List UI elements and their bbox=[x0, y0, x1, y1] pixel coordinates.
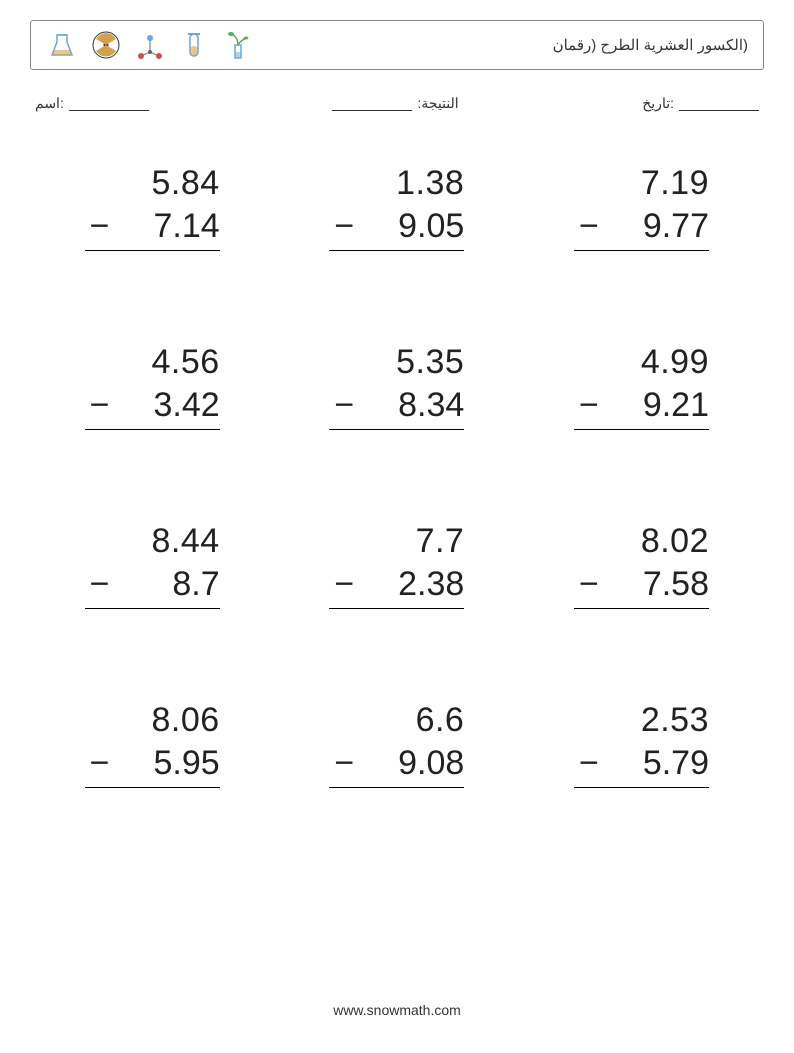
problem-top: 8.02 bbox=[579, 520, 709, 563]
problem-bottom: 9.21 bbox=[643, 384, 709, 427]
minus-operator: − bbox=[579, 742, 599, 785]
test-tube-icon bbox=[178, 29, 210, 61]
problem-divider bbox=[574, 429, 709, 430]
problem-item: 8.06 − 5.95 bbox=[60, 699, 245, 788]
name-label: :اسم bbox=[35, 95, 64, 112]
problem-top: 4.56 bbox=[90, 341, 220, 384]
radiation-icon bbox=[90, 29, 122, 61]
problem-item: 1.38 − 9.05 bbox=[305, 162, 490, 251]
problem-bottom-row: − 7.14 bbox=[90, 205, 220, 248]
problem-top: 6.6 bbox=[334, 699, 464, 742]
info-row: :تاريخ النتيجة: :اسم bbox=[30, 95, 764, 112]
problem-top: 7.19 bbox=[579, 162, 709, 205]
minus-operator: − bbox=[90, 742, 110, 785]
problem-bottom: 5.79 bbox=[643, 742, 709, 785]
problem-item: 5.35 − 8.34 bbox=[305, 341, 490, 430]
footer: www.snowmath.com bbox=[0, 1002, 794, 1018]
problem-bottom-row: − 2.38 bbox=[334, 563, 464, 606]
problem-bottom: 2.38 bbox=[398, 563, 464, 606]
problem-divider bbox=[85, 250, 220, 251]
problem-top: 5.35 bbox=[334, 341, 464, 384]
worksheet-title: (الكسور العشرية الطرح (رقمان bbox=[553, 36, 748, 54]
problem-item: 7.7 − 2.38 bbox=[305, 520, 490, 609]
minus-operator: − bbox=[334, 205, 354, 248]
date-blank-line bbox=[679, 97, 759, 111]
problem-bottom: 7.14 bbox=[153, 205, 219, 248]
problem-top: 8.06 bbox=[90, 699, 220, 742]
problem-divider bbox=[329, 787, 464, 788]
minus-operator: − bbox=[579, 384, 599, 427]
minus-operator: − bbox=[334, 384, 354, 427]
problem-bottom: 8.34 bbox=[398, 384, 464, 427]
problem-divider bbox=[85, 787, 220, 788]
molecule-icon bbox=[134, 29, 166, 61]
minus-operator: − bbox=[579, 563, 599, 606]
problem-divider bbox=[329, 250, 464, 251]
problem-bottom: 9.08 bbox=[398, 742, 464, 785]
problem-divider bbox=[574, 787, 709, 788]
score-field: النتيجة: bbox=[332, 95, 458, 112]
problem-divider bbox=[85, 429, 220, 430]
name-field: :اسم bbox=[35, 95, 149, 112]
name-blank-line bbox=[69, 97, 149, 111]
minus-operator: − bbox=[579, 205, 599, 248]
problem-top: 2.53 bbox=[579, 699, 709, 742]
problem-item: 8.02 − 7.58 bbox=[549, 520, 734, 609]
minus-operator: − bbox=[90, 384, 110, 427]
date-field: :تاريخ bbox=[642, 95, 759, 112]
footer-url: www.snowmath.com bbox=[333, 1002, 461, 1018]
minus-operator: − bbox=[90, 205, 110, 248]
minus-operator: − bbox=[334, 563, 354, 606]
problem-bottom-row: − 8.34 bbox=[334, 384, 464, 427]
problem-bottom-row: − 9.21 bbox=[579, 384, 709, 427]
score-blank-line bbox=[332, 97, 412, 111]
plant-tube-icon bbox=[222, 29, 254, 61]
problem-top: 8.44 bbox=[90, 520, 220, 563]
problem-bottom: 7.58 bbox=[643, 563, 709, 606]
score-label: النتيجة: bbox=[417, 95, 458, 112]
beaker-icon bbox=[46, 29, 78, 61]
problem-item: 4.99 − 9.21 bbox=[549, 341, 734, 430]
problems-grid: 5.84 − 7.14 1.38 − 9.05 7.19 − 9.77 4.56… bbox=[30, 152, 764, 818]
problem-bottom-row: − 5.79 bbox=[579, 742, 709, 785]
problem-top: 1.38 bbox=[334, 162, 464, 205]
problem-bottom-row: − 8.7 bbox=[90, 563, 220, 606]
header-box: (الكسور العشرية الطرح (رقمان bbox=[30, 20, 764, 70]
problem-bottom: 3.42 bbox=[153, 384, 219, 427]
problem-divider bbox=[329, 429, 464, 430]
problem-item: 4.56 − 3.42 bbox=[60, 341, 245, 430]
problem-bottom: 9.77 bbox=[643, 205, 709, 248]
date-label: :تاريخ bbox=[642, 95, 674, 112]
problem-bottom-row: − 5.95 bbox=[90, 742, 220, 785]
problem-item: 6.6 − 9.08 bbox=[305, 699, 490, 788]
problem-divider bbox=[574, 608, 709, 609]
minus-operator: − bbox=[334, 742, 354, 785]
problem-divider bbox=[329, 608, 464, 609]
problem-bottom: 8.7 bbox=[172, 563, 219, 606]
problem-divider bbox=[85, 608, 220, 609]
problem-bottom: 9.05 bbox=[398, 205, 464, 248]
icons-group bbox=[46, 29, 254, 61]
problem-item: 8.44 − 8.7 bbox=[60, 520, 245, 609]
problem-top: 4.99 bbox=[579, 341, 709, 384]
problem-item: 2.53 − 5.79 bbox=[549, 699, 734, 788]
problem-item: 7.19 − 9.77 bbox=[549, 162, 734, 251]
problem-top: 5.84 bbox=[90, 162, 220, 205]
problem-bottom-row: − 9.08 bbox=[334, 742, 464, 785]
minus-operator: − bbox=[90, 563, 110, 606]
problem-bottom: 5.95 bbox=[153, 742, 219, 785]
problem-divider bbox=[574, 250, 709, 251]
problem-bottom-row: − 9.77 bbox=[579, 205, 709, 248]
problem-bottom-row: − 9.05 bbox=[334, 205, 464, 248]
problem-bottom-row: − 3.42 bbox=[90, 384, 220, 427]
problem-top: 7.7 bbox=[334, 520, 464, 563]
problem-bottom-row: − 7.58 bbox=[579, 563, 709, 606]
problem-item: 5.84 − 7.14 bbox=[60, 162, 245, 251]
